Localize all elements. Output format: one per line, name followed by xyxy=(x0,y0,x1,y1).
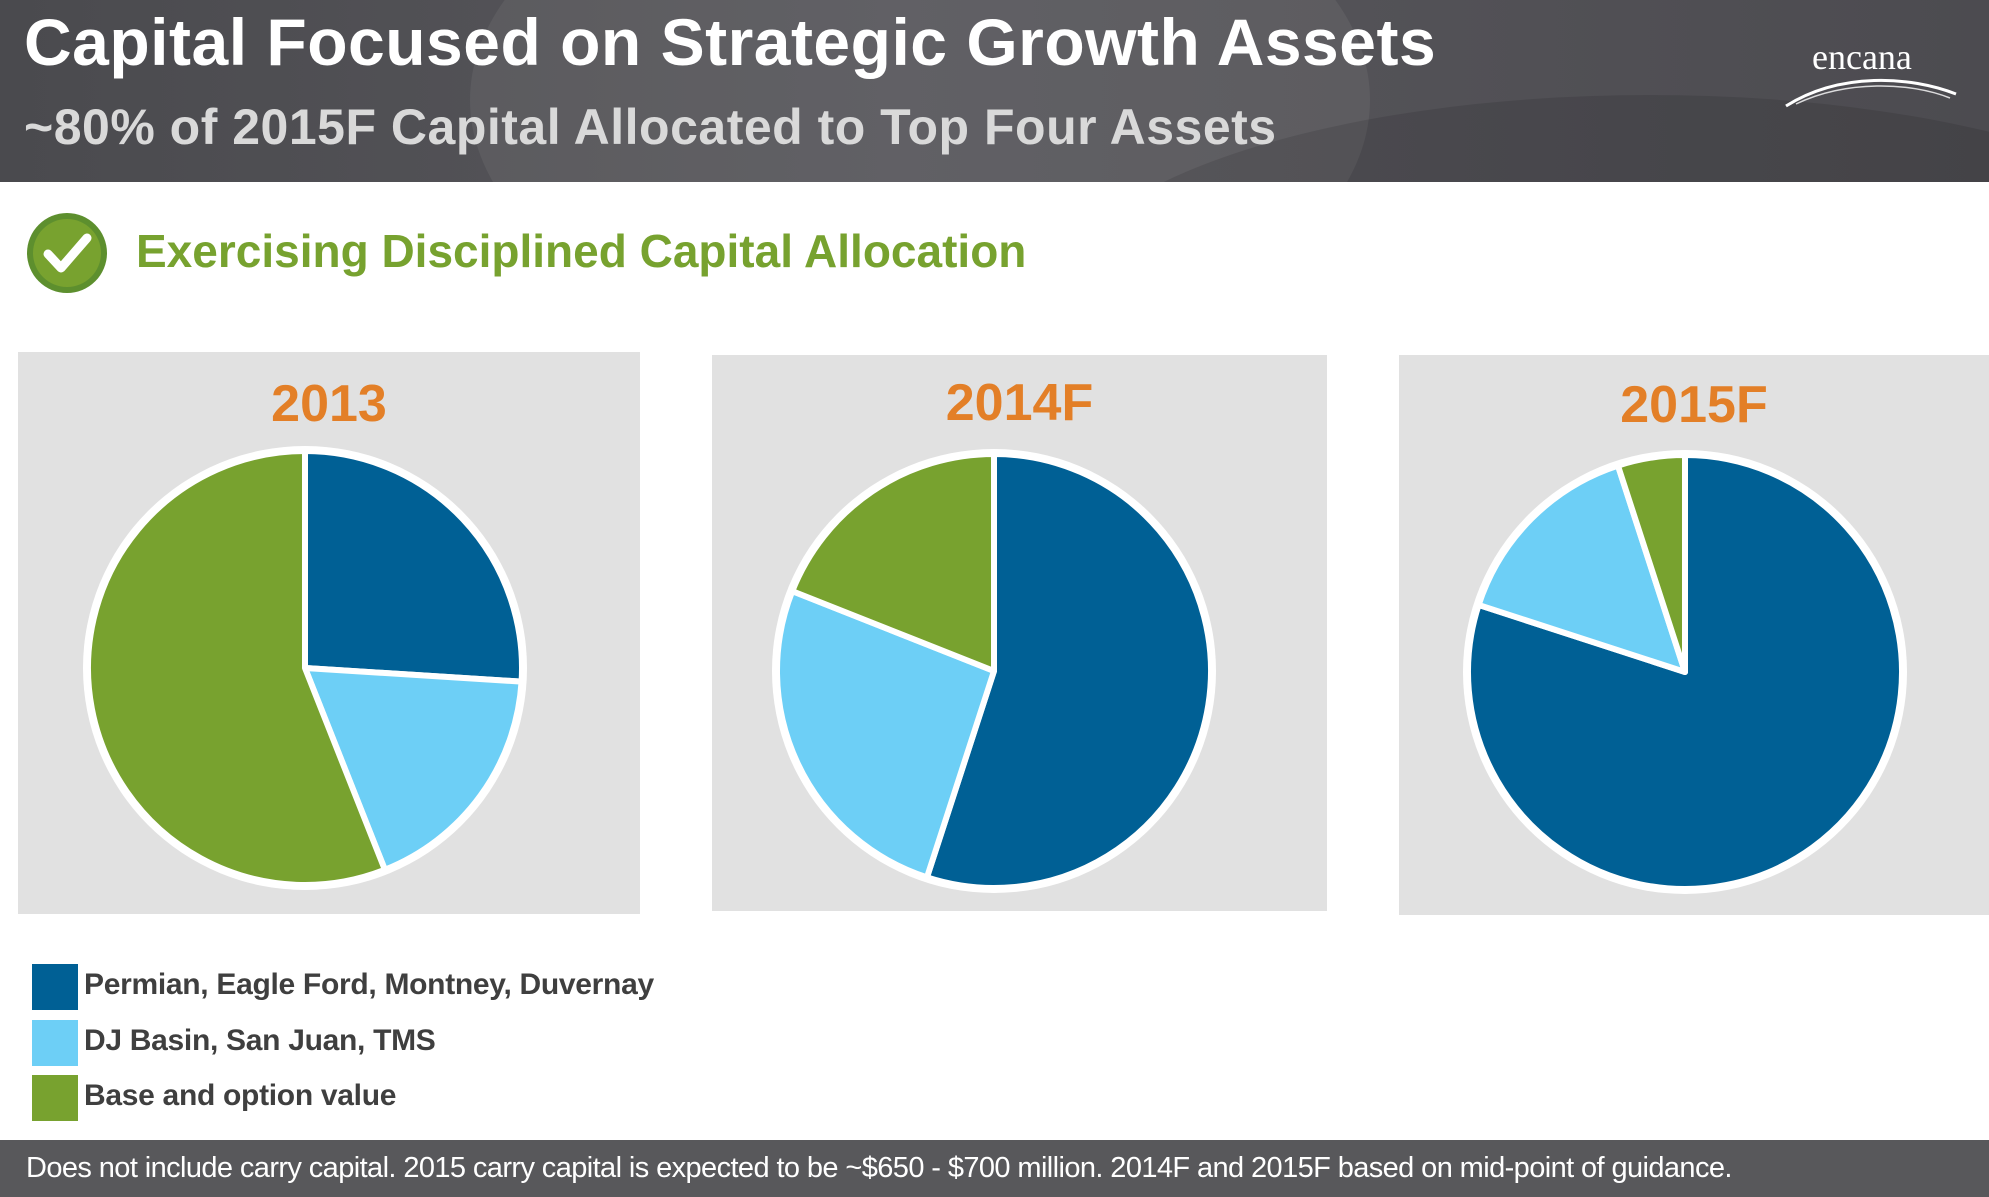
page-title: Capital Focused on Strategic Growth Asse… xyxy=(24,5,1437,79)
pie-chart-2015f: 2015F xyxy=(1399,355,1989,915)
logo-swoosh-icon xyxy=(1785,78,1957,108)
check-icon xyxy=(27,213,107,293)
section-title: Exercising Disciplined Capital Allocatio… xyxy=(136,225,1027,277)
header-decoration xyxy=(470,0,1370,182)
pie-title: 2014F xyxy=(945,374,1094,432)
legend-label: DJ Basin, San Juan, TMS xyxy=(84,1024,436,1057)
pie-svg xyxy=(1463,450,1907,894)
footer-bar: Does not include carry capital. 2015 car… xyxy=(0,1140,1989,1197)
legend-label: Permian, Eagle Ford, Montney, Duvernay xyxy=(84,968,654,1001)
slice-dj-basin-san-juan-tms xyxy=(774,588,997,881)
pie-title: 2013 xyxy=(271,375,387,433)
pie-svg xyxy=(83,446,527,890)
legend-label: Base and option value xyxy=(84,1079,397,1112)
legend-swatch xyxy=(32,1020,78,1066)
pie-chart-2014f: 2014F xyxy=(712,355,1327,911)
logo-wordmark: encana xyxy=(1812,37,1912,77)
pie-svg xyxy=(772,449,1216,893)
slice-top-four-assets xyxy=(923,451,1214,891)
pie-chart-2013: 2013 xyxy=(18,352,640,914)
slice-base-and-option-value xyxy=(789,451,997,674)
legend-swatch xyxy=(32,1075,78,1121)
page-subtitle: ~80% of 2015F Capital Allocated to Top F… xyxy=(24,99,1277,155)
encana-logo: encana xyxy=(1780,36,1960,116)
legend-swatch xyxy=(32,964,78,1010)
slice-base-and-option-value xyxy=(85,448,388,888)
footer-note: Does not include carry capital. 2015 car… xyxy=(26,1152,1732,1184)
pie-title: 2015F xyxy=(1620,376,1768,434)
slice-base-and-option-value xyxy=(1614,452,1688,675)
slice-top-four-assets xyxy=(302,448,525,685)
slice-dj-basin-san-juan-tms xyxy=(302,665,525,873)
header-banner: Capital Focused on Strategic Growth Asse… xyxy=(0,0,1989,182)
